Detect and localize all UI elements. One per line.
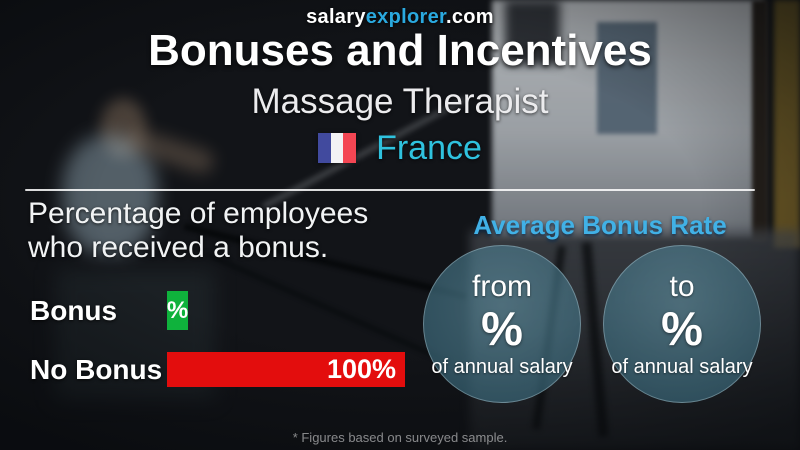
country-row: France	[0, 128, 800, 167]
chart-description-line1: Percentage of employees	[28, 197, 369, 230]
footnote: * Figures based on surveyed sample.	[292, 430, 508, 445]
bonus-bar: %	[167, 291, 188, 330]
divider-line	[25, 189, 755, 191]
average-bonus-rate-title: Average Bonus Rate	[473, 210, 727, 240]
bar-row-no-bonus: No Bonus 100%	[0, 352, 450, 387]
flag-red-stripe	[343, 133, 357, 163]
bonus-rate-to-circle: to % of annual salary	[603, 245, 761, 403]
chart-description: Percentage of employees who received a b…	[28, 197, 448, 265]
flag-blue-stripe	[318, 133, 331, 163]
country-name: France	[376, 128, 482, 167]
brand-tld: .com	[445, 6, 494, 28]
page-title: Bonuses and Incentives	[148, 26, 652, 75]
from-value: %	[481, 301, 523, 355]
bar-row-bonus: Bonus %	[0, 291, 450, 330]
site-brand: salaryexplorer.com	[0, 6, 800, 29]
no-bonus-bar: 100%	[167, 352, 405, 387]
to-label: to	[669, 269, 695, 303]
from-unit: of annual salary	[431, 355, 573, 378]
bonus-bar-value: %	[166, 296, 189, 324]
brand-salary: salary	[306, 6, 366, 28]
from-label: from	[472, 269, 532, 303]
brand-explorer: explorer	[365, 6, 446, 28]
chart-description-line2: who received a bonus.	[28, 231, 329, 264]
bonus-rate-from-circle: from % of annual salary	[423, 245, 581, 403]
france-flag-icon	[318, 133, 357, 163]
no-bonus-bar-value: 100%	[326, 354, 396, 384]
flag-white-stripe	[330, 133, 344, 163]
to-unit: of annual salary	[611, 355, 753, 378]
job-title: Massage Therapist	[251, 82, 549, 121]
no-bonus-label: No Bonus	[30, 353, 163, 385]
bonus-label: Bonus	[30, 294, 118, 326]
to-value: %	[661, 301, 703, 355]
